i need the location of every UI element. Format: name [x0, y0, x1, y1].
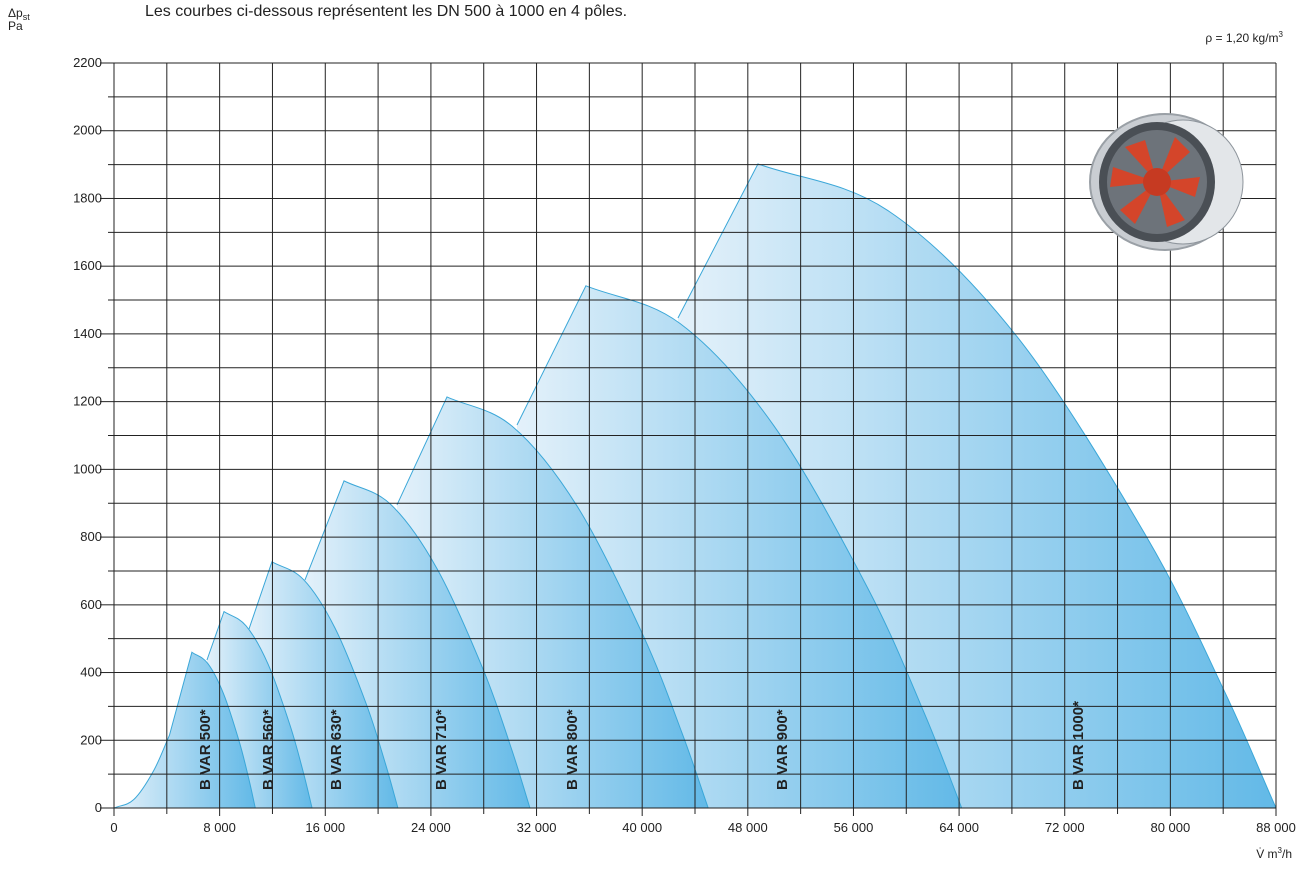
y-tick-label: 1800	[73, 190, 102, 205]
y-tick-label: 2000	[73, 123, 102, 138]
y-label-sub: st	[23, 12, 31, 22]
curve	[677, 163, 1277, 809]
y-label-main: Δp	[8, 6, 23, 20]
y-tick-label: 600	[80, 597, 102, 612]
series-label: B VAR 1000*	[1070, 701, 1087, 790]
grid: 0 200 400 600 800 1000 1200 1400 1600 1800 2000 220…	[73, 55, 1296, 835]
x-tick-label: 16 000	[305, 820, 345, 835]
x-label-main: V̇ m	[1256, 847, 1277, 861]
y-axis-label: Δpst	[8, 6, 30, 22]
curve	[396, 396, 709, 809]
x-tick-label: 72 000	[1045, 820, 1085, 835]
x-tick-label: 64 000	[939, 820, 979, 835]
annotation-sup: 3	[1279, 30, 1284, 39]
y-tick-label: 1000	[73, 461, 102, 476]
curve	[304, 480, 531, 809]
x-label-tail: /h	[1282, 847, 1292, 861]
x-tick-label: 56 000	[834, 820, 874, 835]
y-tick-label: 1600	[73, 258, 102, 273]
y-tick-label: 0	[95, 800, 102, 815]
x-tick-label: 48 000	[728, 820, 768, 835]
curve	[516, 285, 963, 809]
y-tick-label: 1200	[73, 394, 102, 409]
series-labels: B VAR 500* B VAR 560* B VAR 630* B VAR 710*…	[197, 701, 1087, 790]
series-label: B VAR 560*	[260, 709, 277, 790]
x-tick-label: 80 000	[1150, 820, 1190, 835]
areas	[113, 163, 1277, 809]
annotation: ρ = 1,20 kg/m3	[1205, 30, 1283, 45]
annotation-main: ρ = 1,20 kg/m	[1205, 31, 1278, 45]
x-tick-label: 8 000	[203, 820, 236, 835]
x-label-sup: 3	[1278, 846, 1283, 855]
x-tick-label: 24 000	[411, 820, 451, 835]
y-tick-label: 200	[80, 732, 102, 747]
x-axis-label: V̇ m3/h	[1256, 846, 1292, 861]
x-tick-label: 0	[110, 820, 117, 835]
curve	[246, 561, 399, 809]
y-tick-label: 1400	[73, 326, 102, 341]
y-axis-unit: Pa	[8, 19, 23, 33]
x-tick-label: 88 000	[1256, 820, 1296, 835]
y-tick-label: 800	[80, 529, 102, 544]
x-tick-label: 40 000	[622, 820, 662, 835]
y-tick-label: 400	[80, 665, 102, 680]
series-label: B VAR 800*	[564, 709, 581, 790]
curve	[113, 651, 256, 809]
y-tick-label: 2200	[73, 55, 102, 70]
series-label: B VAR 900*	[774, 709, 791, 790]
series-label: B VAR 500*	[197, 709, 214, 790]
x-tick-label: 32 000	[517, 820, 557, 835]
series-label: B VAR 710*	[433, 709, 450, 790]
series-label: B VAR 630*	[328, 709, 345, 790]
fan-image	[1089, 113, 1244, 251]
subtitle: Les courbes ci-dessous représentent les …	[145, 3, 627, 20]
